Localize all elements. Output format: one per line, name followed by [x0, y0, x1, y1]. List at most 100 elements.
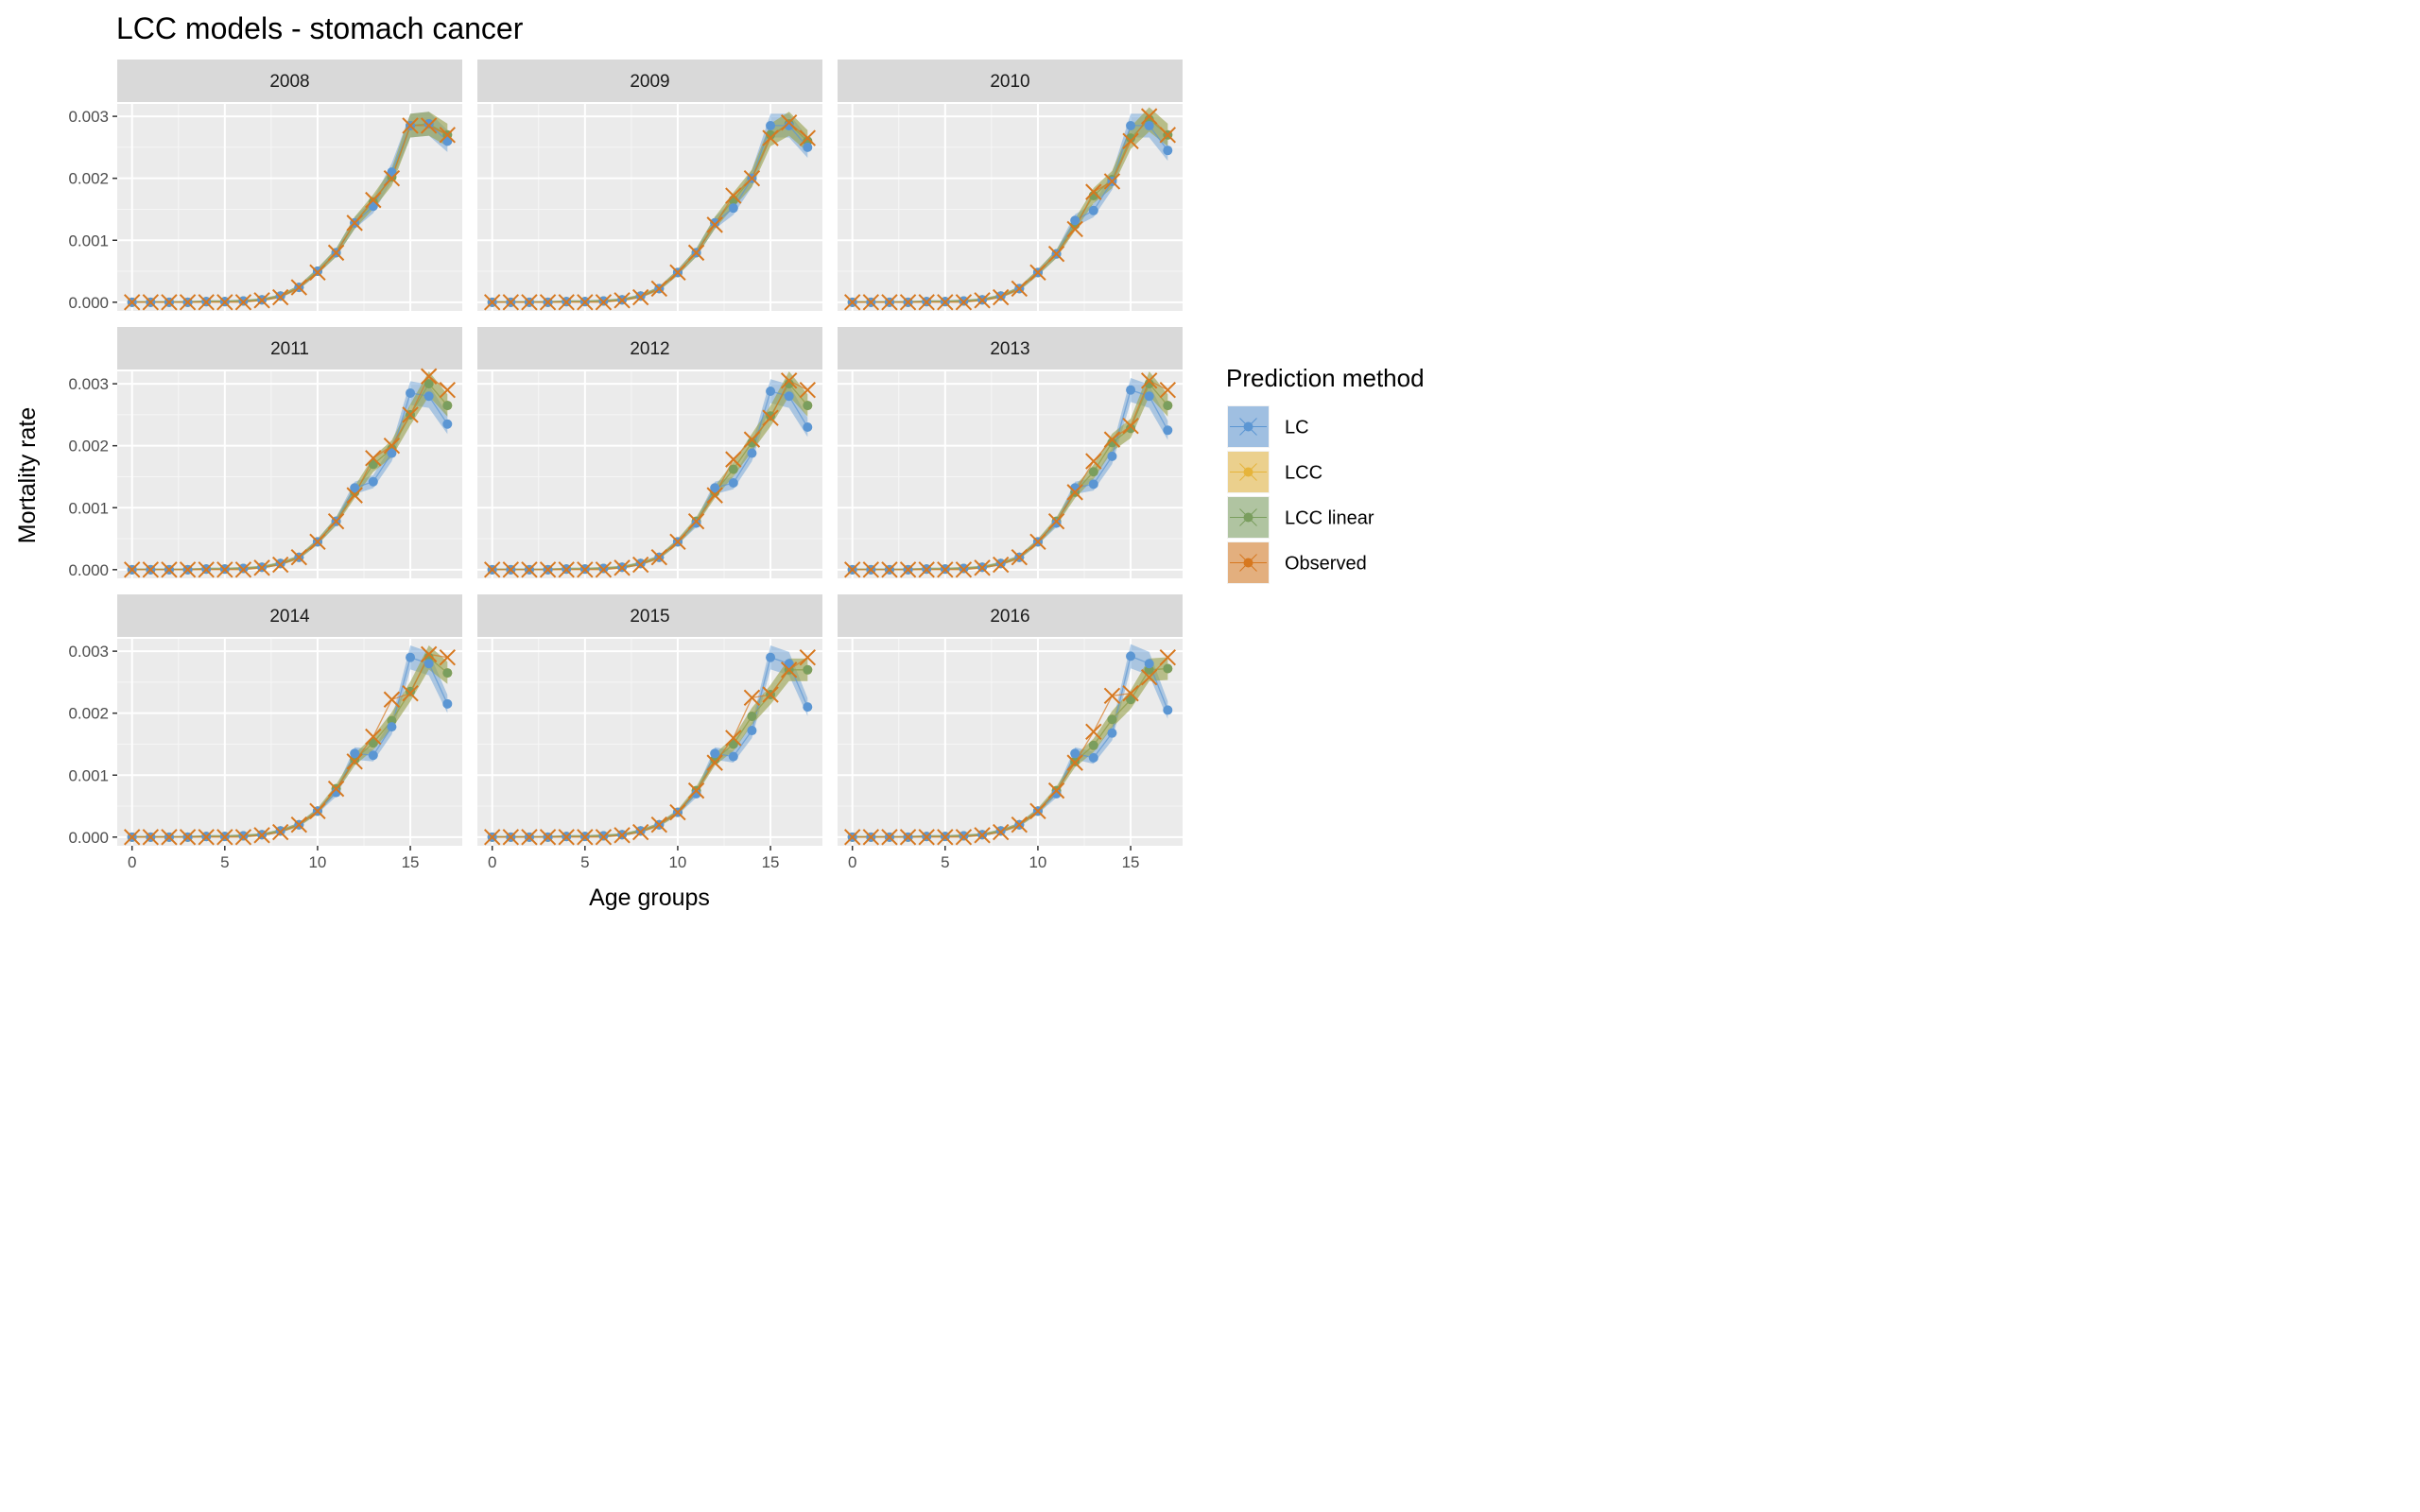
point-observed [937, 561, 954, 578]
facet-grid: 2008 0.000 0.001 0.002 0.003 2009 2010 2011 0.00… [68, 60, 1183, 871]
point-observed [502, 294, 520, 311]
point-lc [1088, 205, 1098, 215]
observed-cross-stroke [539, 561, 557, 578]
point-lc [406, 387, 416, 398]
panel-background [838, 104, 1183, 311]
point-lcc-linear [1126, 133, 1136, 144]
facet-strip [117, 594, 462, 637]
point-observed [161, 561, 178, 578]
point-observed [577, 829, 594, 846]
point-lc [803, 702, 813, 713]
point-observed [539, 561, 557, 578]
point-observed [521, 561, 538, 578]
observed-cross-stroke [365, 191, 382, 209]
point-observed [577, 294, 594, 311]
point-lc [728, 751, 738, 762]
point-observed [843, 561, 861, 578]
band-lc [131, 645, 448, 837]
point-observed [614, 827, 631, 844]
facet-2013: 2013 [838, 327, 1183, 578]
point-observed [1103, 687, 1121, 705]
point-observed [346, 753, 363, 770]
x-tick-label: 15 [402, 853, 420, 871]
x-tick-label: 5 [941, 853, 949, 871]
facet-2012: 2012 [477, 327, 822, 578]
observed-cross-stroke [669, 264, 686, 282]
observed-cross-stroke [420, 645, 438, 663]
observed-cross-stroke [161, 294, 178, 311]
observed-cross-stroke [1159, 648, 1177, 666]
observed-cross-stroke [595, 561, 613, 578]
observed-cross-stroke [521, 561, 538, 578]
observed-cross-stroke [725, 451, 742, 468]
point-lc [387, 722, 397, 732]
legend-key-point [1243, 421, 1253, 432]
observed-cross-stroke [290, 816, 308, 833]
observed-cross-stroke [725, 730, 742, 747]
point-observed [1140, 108, 1158, 125]
point-lcc-linear [368, 738, 378, 748]
observed-cross-stroke [918, 561, 935, 578]
point-lc [747, 726, 757, 736]
observed-cross-stroke [1011, 816, 1028, 833]
point-observed [881, 294, 898, 311]
observed-cross-stroke [1103, 431, 1121, 448]
observed-cross-stroke [402, 406, 419, 423]
observed-cross-stroke [650, 816, 668, 833]
point-lc [691, 518, 701, 528]
point-lc [1088, 752, 1098, 763]
x-tick-label: 10 [308, 853, 326, 871]
point-observed [799, 381, 817, 399]
grid [838, 639, 1183, 846]
observed-cross-stroke [843, 829, 861, 846]
facet-label: 2009 [630, 72, 669, 92]
chart: LCC models - stomach cancer 2008 0.000 0.0… [14, 11, 1425, 911]
observed-cross-stroke [1047, 512, 1065, 530]
observed-cross-stroke [502, 294, 520, 311]
observed-cross-stroke [290, 548, 308, 566]
panel-background [838, 371, 1183, 578]
observed-cross-stroke [1140, 668, 1158, 686]
observed-cross-stroke [799, 381, 817, 399]
facet-label: 2008 [269, 72, 309, 92]
facet-strip [838, 327, 1183, 369]
observed-cross-stroke [843, 561, 861, 578]
y-tick-label: 0.001 [68, 499, 109, 517]
point-observed [439, 127, 457, 144]
facet-label: 2015 [630, 607, 669, 627]
observed-cross-stroke [1085, 183, 1102, 200]
observed-cross-stroke [234, 829, 252, 846]
observed-cross-stroke [483, 829, 501, 846]
point-lcc-linear [368, 459, 378, 470]
point-observed [483, 829, 501, 846]
facet-strip [477, 60, 822, 102]
observed-cross-stroke [614, 827, 631, 844]
observed-cross-stroke [862, 294, 880, 311]
point-lc [1107, 451, 1117, 461]
observed-cross-stroke [899, 561, 917, 578]
point-observed [216, 294, 233, 311]
observed-cross-stroke [1029, 533, 1046, 551]
observed-cross-stroke [974, 827, 991, 844]
point-observed [1140, 668, 1158, 686]
point-observed [1066, 754, 1083, 771]
points [483, 372, 817, 578]
point-observed [123, 294, 141, 311]
point-observed [1103, 431, 1121, 448]
y-tick-label: 0.002 [68, 705, 109, 723]
point-lc [424, 391, 434, 402]
point-lcc-linear [784, 379, 794, 389]
point-observed [1047, 512, 1065, 530]
observed-cross-stroke [937, 829, 954, 846]
point-lc [442, 136, 453, 146]
observed-cross-stroke [420, 368, 438, 385]
points [123, 117, 457, 311]
observed-cross-stroke [918, 294, 935, 311]
band-lcc [492, 112, 808, 302]
x-tick-label: 0 [128, 853, 136, 871]
point-lcc-linear [424, 379, 434, 389]
point-observed [992, 556, 1010, 574]
point-lc [1126, 385, 1136, 395]
band-lcc [852, 107, 1168, 302]
legend-item-lcc-linear: LCC linear [1227, 496, 1374, 539]
